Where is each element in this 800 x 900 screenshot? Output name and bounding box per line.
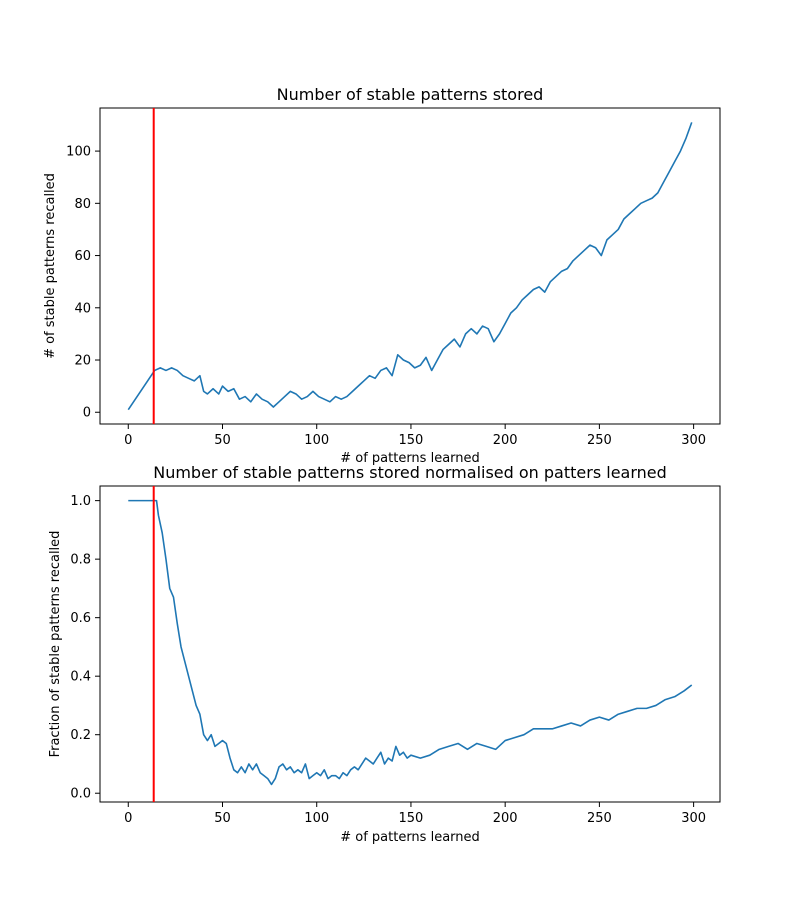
x-tick-label: 250 <box>587 433 612 448</box>
subplot-bottom: Number of stable patterns stored normali… <box>48 463 721 845</box>
x-tick-label: 200 <box>493 811 518 826</box>
top-plot-frame <box>99 107 721 425</box>
x-tick-label: 100 <box>304 811 329 826</box>
y-tick-label: 20 <box>74 354 91 369</box>
x-tick-label: 300 <box>681 433 706 448</box>
series-line <box>128 499 693 786</box>
y-tick-label: 0.8 <box>70 553 91 568</box>
x-tick-label: 200 <box>493 433 518 448</box>
y-tick-label: 0.0 <box>70 787 91 802</box>
y-tick-label: 1.0 <box>70 494 91 509</box>
bottom-plot-frame <box>99 485 721 803</box>
bottom-x-axis-label: # of patterns learned <box>340 830 480 845</box>
x-tick-label: 50 <box>214 433 231 448</box>
y-tick-label: 100 <box>66 145 91 160</box>
bottom-y-ticks: 0.0 0.2 0.4 0.6 0.8 1.0 <box>70 494 100 802</box>
top-y-axis-label: # of stable patterns recalled <box>43 173 58 359</box>
y-tick-label: 40 <box>74 301 91 316</box>
bottom-series-group <box>128 486 693 802</box>
y-tick-label: 0.4 <box>70 670 91 685</box>
y-tick-label: 80 <box>74 197 91 212</box>
y-tick-label: 60 <box>74 249 91 264</box>
series-line <box>127 122 693 411</box>
bottom-chart-title: Number of stable patterns stored normali… <box>153 463 667 482</box>
subplot-top: Number of stable patterns stored 0 50 100 1… <box>43 85 721 466</box>
y-tick-label: 0 <box>83 406 91 421</box>
x-tick-label: 0 <box>124 433 132 448</box>
x-tick-label: 50 <box>214 811 231 826</box>
top-x-axis-label: # of patterns learned <box>340 451 480 466</box>
top-y-ticks: 0 20 40 60 80 100 <box>66 145 100 421</box>
top-series-group <box>127 108 693 424</box>
bottom-y-axis-label: Fraction of stable patterns recalled <box>48 531 63 758</box>
top-chart-title: Number of stable patterns stored <box>277 85 544 104</box>
top-x-ticks: 0 50 100 150 200 250 300 <box>124 424 706 448</box>
x-tick-label: 300 <box>681 811 706 826</box>
x-tick-label: 150 <box>399 433 424 448</box>
x-tick-label: 0 <box>124 811 132 826</box>
bottom-x-ticks: 0 50 100 150 200 250 300 <box>124 802 706 826</box>
y-tick-label: 0.2 <box>70 728 91 743</box>
y-tick-label: 0.6 <box>70 611 91 626</box>
x-tick-label: 150 <box>399 811 424 826</box>
x-tick-label: 250 <box>587 811 612 826</box>
x-tick-label: 100 <box>304 433 329 448</box>
